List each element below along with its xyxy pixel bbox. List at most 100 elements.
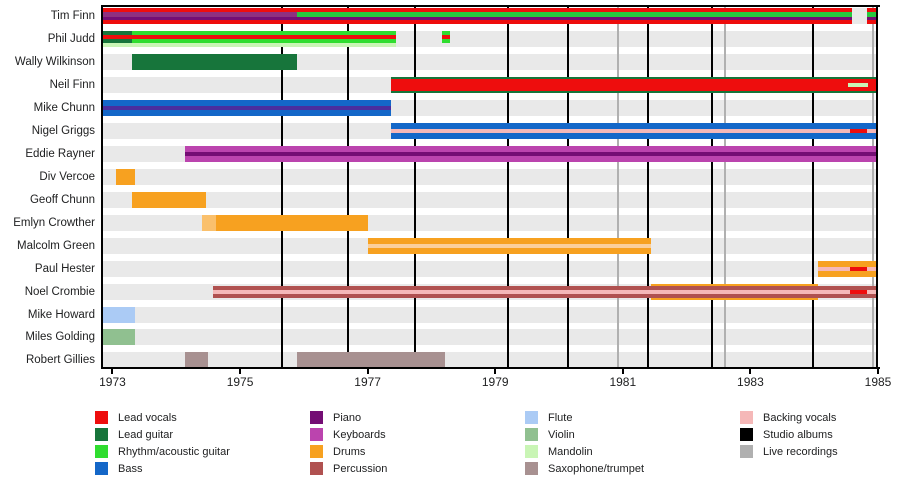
bar-geoff-chunn-drums — [132, 191, 207, 208]
row-label-emlyn-crowther: Emlyn Crowther — [13, 216, 95, 229]
bar-nigel-griggs-backing_vocals — [867, 129, 878, 134]
bar-noel-crombie-drums — [650, 297, 819, 300]
bar-noel-crombie-backing_vocals — [867, 289, 878, 294]
legend-swatch-violin — [525, 428, 538, 441]
studio-album-line — [413, 5, 416, 367]
studio-album-line — [566, 5, 569, 367]
legend-item-lead-guitar: Lead guitar — [95, 428, 305, 442]
studio-album-line — [876, 5, 879, 367]
bar-mike-chunn-bass — [101, 110, 392, 117]
bar-emlyn-crowther-emlyn_fade — [201, 214, 216, 231]
legend-item-drums: Drums — [310, 445, 520, 459]
legend-item-percussion: Percussion — [310, 462, 520, 476]
bar-tim-finn-piano — [101, 17, 852, 21]
bar-paul-hester-drums — [818, 270, 878, 277]
bar-robert-gillies-sax — [297, 352, 445, 369]
bar-neil-finn-lead_guitar — [391, 77, 878, 80]
x-axis-tick — [111, 369, 114, 374]
live-recording-line — [616, 5, 619, 367]
legend-swatch-lead-vocals — [95, 411, 108, 424]
bar-tim-finn-tim_piano_band — [101, 12, 298, 18]
x-axis-tick — [621, 369, 624, 374]
legend-label-studio-albums: Studio albums — [763, 429, 833, 441]
legend-swatch-lead-guitar — [95, 428, 108, 441]
plot-border-left — [101, 5, 103, 367]
row-label-neil-finn: Neil Finn — [49, 79, 95, 92]
legend-label-lead-guitar: Lead guitar — [118, 429, 174, 441]
x-axis-tick — [494, 369, 497, 374]
row-track — [101, 306, 878, 323]
bar-emlyn-crowther-drums — [215, 214, 368, 231]
row-track — [101, 191, 878, 208]
bar-neil-finn-mandolin — [848, 83, 868, 88]
legend-item-piano: Piano — [310, 411, 520, 425]
bar-noel-crombie-percussion — [212, 285, 878, 290]
row-track — [101, 352, 878, 369]
x-axis-label-1973: 1973 — [99, 375, 126, 389]
x-axis-label-1979: 1979 — [481, 375, 509, 389]
row-label-nigel-griggs: Nigel Griggs — [31, 125, 95, 138]
bar-eddie-rayner-keyboards — [184, 156, 878, 163]
row-label-noel-crombie: Noel Crombie — [24, 285, 95, 298]
legend-item-bass: Bass — [95, 462, 305, 476]
legend-item-violin: Violin — [525, 428, 735, 442]
bar-noel-crombie-lead_vocals — [849, 289, 868, 294]
bar-tim-finn-lead_vocals — [101, 8, 852, 13]
bar-paul-hester-backing_vocals — [818, 266, 850, 271]
bar-phil-judd-rhythm_guitar — [441, 31, 450, 36]
bar-neil-finn-lead_vocals — [391, 87, 878, 92]
bar-div-vercoe-drums — [116, 168, 136, 185]
bar-mike-howard-flute — [101, 306, 135, 323]
bar-phil-judd-rhythm_guitar — [132, 39, 396, 44]
bar-neil-finn-lead_guitar — [391, 91, 878, 94]
x-axis-label-1985: 1985 — [864, 375, 892, 389]
legend-swatch-drums — [310, 445, 323, 458]
legend-label-live-recordings: Live recordings — [763, 446, 838, 458]
bar-nigel-griggs-backing_vocals — [391, 129, 850, 134]
x-axis-tick — [749, 369, 752, 374]
legend-item-backing-vocals: Backing vocals — [740, 411, 900, 425]
legend-item-flute: Flute — [525, 411, 735, 425]
bar-nigel-griggs-bass — [391, 123, 878, 130]
legend-item-rhythm-acoustic-guitar: Rhythm/acoustic guitar — [95, 445, 305, 459]
legend-swatch-percussion — [310, 462, 323, 475]
studio-album-line — [811, 5, 814, 367]
legend-label-rhythm-acoustic-guitar: Rhythm/acoustic guitar — [118, 446, 230, 458]
legend-item-saxophone-trumpet: Saxophone/trumpet — [525, 462, 735, 476]
bar-malcolm-green-drums — [367, 247, 651, 254]
bar-miles-golding-violin — [101, 329, 135, 346]
bar-noel-crombie-percussion — [212, 293, 878, 298]
plot-border-top — [101, 5, 880, 7]
bar-tim-finn-tim_green — [867, 12, 878, 18]
bar-robert-gillies-sax — [184, 352, 208, 369]
bar-malcolm-green-drums — [367, 237, 651, 244]
legend-swatch-mandolin — [525, 445, 538, 458]
x-axis-label-1981: 1981 — [609, 375, 637, 389]
bar-neil-finn-lead_vocals — [391, 83, 848, 88]
legend-label-violin: Violin — [548, 429, 575, 441]
row-label-phil-judd: Phil Judd — [47, 33, 95, 46]
studio-album-line — [507, 5, 509, 367]
row-label-mike-chunn: Mike Chunn — [33, 102, 95, 115]
legend-swatch-keyboards — [310, 428, 323, 441]
legend-label-mandolin: Mandolin — [548, 446, 593, 458]
row-label-malcolm-green: Malcolm Green — [17, 239, 95, 252]
x-axis-tick — [239, 369, 242, 374]
legend-label-piano: Piano — [333, 412, 362, 424]
bar-malcolm-green-malcolm_stripe — [367, 243, 651, 248]
bar-paul-hester-drums — [818, 260, 878, 267]
bar-nigel-griggs-lead_vocals — [849, 129, 868, 134]
legend-swatch-bass — [95, 462, 108, 475]
bar-tim-finn-lead_vocals — [101, 20, 852, 25]
row-label-robert-gillies: Robert Gillies — [25, 354, 95, 367]
legend-swatch-studio-albums — [740, 428, 753, 441]
x-axis-label-1975: 1975 — [226, 375, 254, 389]
bar-phil-judd-rhythm_guitar — [441, 39, 450, 44]
bar-noel-crombie-backing_vocals — [212, 289, 850, 294]
row-label-div-vercoe: Div Vercoe — [39, 170, 95, 183]
bar-phil-judd-lead_vocals — [101, 35, 396, 40]
x-axis-label-1983: 1983 — [737, 375, 764, 389]
bar-tim-finn-lead_vocals — [867, 20, 878, 25]
bar-nigel-griggs-bass — [391, 133, 878, 140]
